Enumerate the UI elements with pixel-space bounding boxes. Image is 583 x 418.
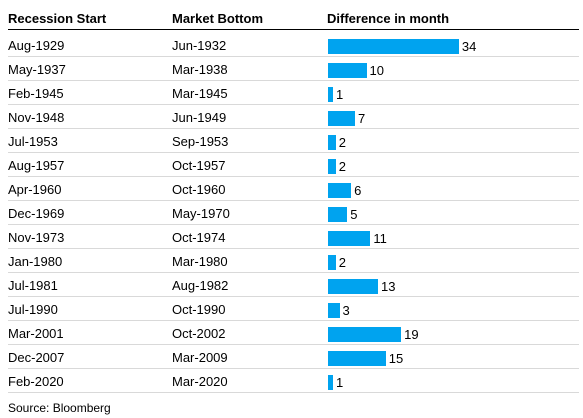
- difference-value-label: 1: [336, 87, 344, 102]
- market-bottom-cell: Mar-2009: [172, 350, 228, 365]
- row-divider: [8, 224, 579, 225]
- market-bottom-cell: Oct-1990: [172, 302, 226, 317]
- difference-bar: [328, 351, 386, 366]
- recession-start-cell: Dec-2007: [8, 350, 65, 365]
- difference-bar: [328, 279, 379, 294]
- row-divider: [8, 344, 579, 345]
- header-divider: [8, 29, 579, 30]
- market-bottom-cell: Jun-1949: [172, 110, 227, 125]
- difference-value-label: 11: [373, 231, 387, 246]
- market-bottom-cell: Aug-1982: [172, 278, 229, 293]
- market-bottom-cell: Jun-1932: [172, 38, 227, 53]
- difference-value-label: 15: [388, 351, 404, 366]
- recession-start-cell: Jul-1990: [8, 302, 58, 317]
- difference-value-label: 2: [338, 135, 346, 150]
- market-bottom-cell: Oct-1974: [172, 230, 226, 245]
- difference-bar: [328, 135, 336, 150]
- difference-bar: [328, 39, 459, 54]
- row-divider: [8, 392, 579, 393]
- difference-value-label: 1: [336, 375, 344, 390]
- recession-start-cell: Jul-1981: [8, 278, 58, 293]
- difference-value-label: 13: [381, 279, 396, 294]
- row-divider: [8, 176, 579, 177]
- row-divider: [8, 320, 579, 321]
- difference-bar: [328, 87, 333, 102]
- difference-value-label: 5: [350, 207, 358, 222]
- market-bottom-cell: Sep-1953: [172, 134, 229, 149]
- difference-value-label: 19: [404, 327, 419, 342]
- row-divider: [8, 296, 579, 297]
- row-divider: [8, 56, 579, 57]
- header-recession-start: Recession Start: [8, 11, 107, 26]
- market-bottom-cell: Mar-1980: [172, 254, 228, 269]
- market-bottom-cell: Mar-1945: [172, 86, 228, 101]
- row-divider: [8, 80, 579, 81]
- table-row: Jul-1981 Aug-1982 13: [8, 273, 579, 297]
- market-bottom-cell: Mar-2020: [172, 374, 228, 389]
- table-row: Feb-1945 Mar-1945 1: [8, 81, 579, 105]
- difference-value-label: 2: [338, 255, 346, 270]
- difference-bar: [328, 375, 333, 390]
- row-divider: [8, 152, 579, 153]
- market-bottom-cell: Oct-1957: [172, 158, 226, 173]
- table-row: Mar-2001 Oct-2002 19: [8, 321, 579, 345]
- difference-bar: [328, 159, 336, 174]
- recession-start-cell: Jan-1980: [8, 254, 63, 269]
- difference-value-label: 7: [357, 111, 366, 126]
- recession-start-cell: May-1937: [8, 62, 66, 77]
- table-row: Feb-2020 Mar-2020 1: [8, 369, 579, 393]
- market-bottom-cell: Oct-2002: [172, 326, 226, 341]
- difference-value-label: 2: [338, 159, 346, 174]
- table-row: Nov-1973 Oct-1974 11: [8, 225, 579, 249]
- recession-start-cell: Feb-1945: [8, 86, 64, 101]
- difference-bar: [328, 207, 348, 222]
- difference-value-label: 3: [342, 303, 350, 318]
- difference-bar: [328, 303, 340, 318]
- table-row: Jul-1990 Oct-1990 3: [8, 297, 579, 321]
- row-divider: [8, 272, 579, 273]
- market-bottom-cell: Mar-1938: [172, 62, 228, 77]
- difference-value-label: 6: [354, 183, 362, 198]
- header-difference: Difference in month: [327, 11, 450, 26]
- market-bottom-cell: May-1970: [172, 206, 230, 221]
- source-note: Source: Bloomberg: [8, 401, 111, 415]
- table-row: Nov-1948 Jun-1949 7: [8, 105, 579, 129]
- difference-bar: [328, 231, 371, 246]
- row-divider: [8, 368, 579, 369]
- recession-start-cell: Feb-2020: [8, 374, 64, 389]
- recession-start-cell: Nov-1973: [8, 230, 65, 245]
- row-divider: [8, 248, 579, 249]
- row-divider: [8, 104, 579, 105]
- difference-bar: [328, 255, 336, 270]
- market-bottom-cell: Oct-1960: [172, 182, 226, 197]
- difference-bar: [328, 327, 402, 342]
- table-row: Jan-1980 Mar-1980 2: [8, 249, 579, 273]
- difference-value-label: 10: [369, 63, 384, 78]
- row-divider: [8, 200, 579, 201]
- table-row: Jul-1953 Sep-1953 2: [8, 129, 579, 153]
- table-row: Dec-2007 Mar-2009 15: [8, 345, 579, 369]
- recession-start-cell: Mar-2001: [8, 326, 64, 341]
- recession-start-cell: Dec-1969: [8, 206, 65, 221]
- table-row: May-1937 Mar-1938 10: [8, 57, 579, 81]
- table-row: Dec-1969 May-1970 5: [8, 201, 579, 225]
- difference-bar: [328, 183, 352, 198]
- row-divider: [8, 128, 579, 129]
- table-row: Aug-1929 Jun-1932 34: [8, 33, 579, 57]
- difference-bar: [328, 111, 355, 126]
- table-row: Aug-1957 Oct-1957 2: [8, 153, 579, 177]
- difference-value-label: 34: [461, 39, 477, 54]
- recession-start-cell: Aug-1929: [8, 38, 65, 53]
- difference-bar: [328, 63, 367, 78]
- recession-start-cell: Jul-1953: [8, 134, 58, 149]
- header-market-bottom: Market Bottom: [172, 11, 264, 26]
- recession-start-cell: Aug-1957: [8, 158, 65, 173]
- recession-start-cell: Apr-1960: [8, 182, 62, 197]
- recession-start-cell: Nov-1948: [8, 110, 65, 125]
- table-row: Apr-1960 Oct-1960 6: [8, 177, 579, 201]
